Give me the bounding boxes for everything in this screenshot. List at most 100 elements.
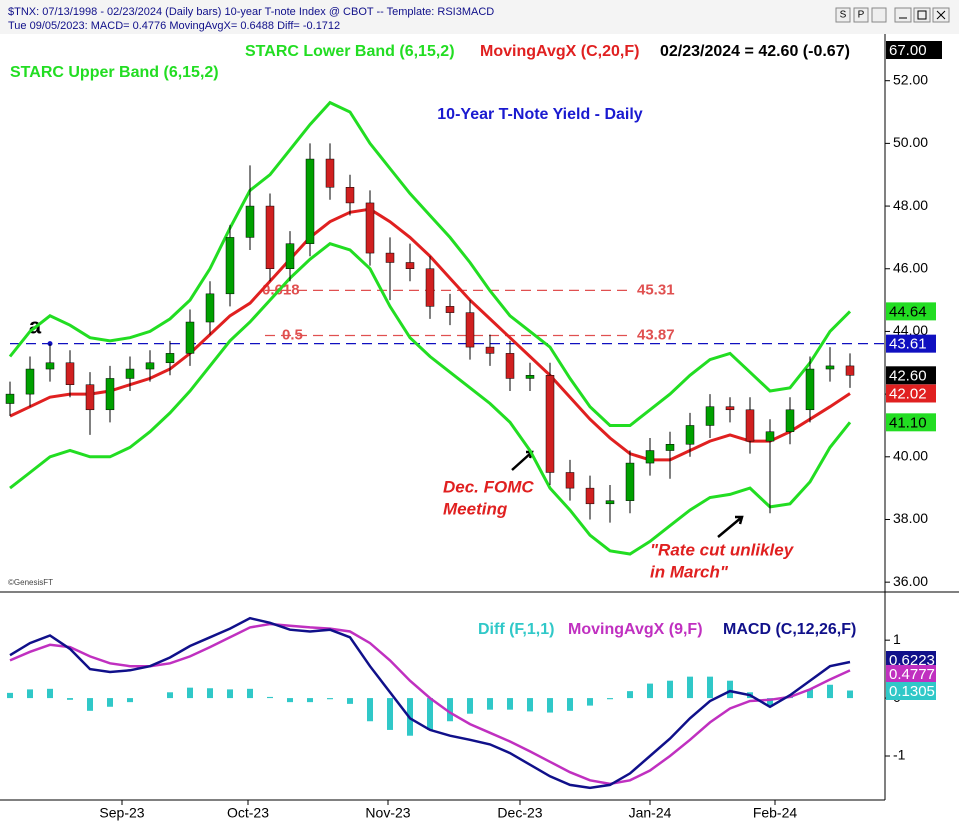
button-label: S: [840, 10, 847, 21]
candle-body: [425, 268, 435, 307]
candle-body: [165, 353, 175, 364]
candle-body: [405, 262, 415, 269]
chart-title: 10-Year T-Note Yield - Daily: [437, 106, 643, 123]
legend-entry: STARC Lower Band (6,15,2): [245, 43, 455, 60]
histogram-bar: [327, 698, 333, 700]
header-line: $TNX: 07/13/1998 - 02/23/2024 (Daily bar…: [8, 6, 494, 18]
series-line: [9, 242, 852, 556]
value-box: [886, 682, 936, 700]
histogram-bar: [387, 698, 393, 730]
x-tick-label: Feb-24: [753, 805, 798, 821]
reference-label: 0.5: [282, 326, 303, 343]
value-box-label: 44.64: [889, 303, 927, 320]
candle-body: [445, 306, 455, 313]
histogram-bar: [167, 692, 173, 699]
candle-body: [585, 487, 595, 505]
arrow: [717, 515, 744, 538]
candle-body: [105, 378, 115, 411]
y-tick-label: 52.00: [893, 71, 928, 87]
candle-body: [245, 205, 255, 238]
annotation: in March": [650, 562, 729, 581]
y-tick-label: 50.00: [893, 134, 928, 150]
legend-entry: MovingAvgX (C,20,F): [480, 43, 639, 60]
value-box-label: 41.10: [889, 414, 927, 431]
candle-body: [845, 365, 855, 376]
histogram-bar: [107, 698, 113, 707]
histogram-bar: [267, 696, 273, 699]
header-line: Tue 09/05/2023: MACD= 0.4776 MovingAvgX=…: [8, 20, 340, 32]
candle-body: [685, 425, 695, 445]
x-tick-label: Sep-23: [99, 805, 144, 821]
value-box: [886, 302, 936, 321]
legend-entry: MACD (C,12,26,F): [723, 621, 856, 638]
y-tick-label: 40.00: [893, 448, 928, 464]
x-tick-label: Dec-23: [497, 805, 542, 821]
value-box: [886, 413, 936, 432]
histogram-bar: [527, 698, 533, 712]
legend-entry: Diff (F,1,1): [478, 621, 554, 638]
histogram-bar: [847, 690, 853, 699]
icon: [917, 10, 927, 20]
button-maximize[interactable]: [913, 7, 931, 23]
candle-body: [825, 365, 835, 370]
histogram-bar: [627, 691, 633, 699]
candle-body: [25, 368, 35, 395]
histogram-bar: [487, 698, 493, 710]
candle-body: [385, 252, 395, 263]
legend-entry: STARC Upper Band (6,15,2): [10, 64, 219, 81]
candle-body: [85, 384, 95, 411]
histogram-bar: [447, 698, 453, 722]
histogram-bar: [307, 698, 313, 703]
histogram-bar: [807, 689, 813, 699]
legend-entry: MovingAvgX (9,F): [568, 621, 703, 638]
candle-body: [505, 353, 515, 379]
button-edit[interactable]: [871, 7, 887, 23]
candle-body: [225, 237, 235, 295]
candle-body: [605, 500, 615, 505]
histogram-bar: [587, 698, 593, 706]
y-tick-label: -1: [893, 747, 906, 763]
button-minimize[interactable]: [894, 7, 912, 23]
candle-body: [725, 406, 735, 411]
value-box-label: 42.60: [889, 367, 927, 384]
histogram-bar: [547, 698, 553, 713]
histogram-bar: [287, 698, 293, 703]
candle-body: [645, 450, 655, 464]
value-box-label: 67.00: [889, 42, 927, 59]
histogram-bar: [247, 688, 253, 699]
histogram-bar: [227, 689, 233, 699]
value-box-label: 0.1305: [889, 683, 935, 700]
candle-body: [325, 158, 335, 188]
annotation: "Rate cut unlikley: [650, 540, 795, 559]
value-box-label: 43.61: [889, 336, 927, 353]
y-tick-label: 1: [893, 631, 901, 647]
histogram-bar: [667, 680, 673, 699]
histogram-bar: [767, 698, 773, 706]
button-p[interactable]: [853, 7, 869, 23]
candle-body: [665, 444, 675, 451]
icon: [936, 10, 946, 20]
histogram-bar: [427, 698, 433, 730]
candle-body: [5, 393, 15, 404]
candle-body: [125, 368, 135, 379]
legend-price: 02/23/2024 = 42.60 (-0.67): [660, 43, 850, 60]
copyright: ©GenesisFT: [8, 578, 53, 587]
histogram-bar: [207, 688, 213, 699]
histogram-bar: [127, 698, 133, 703]
button-label: P: [858, 10, 865, 21]
candle-body: [305, 158, 315, 244]
value-box: [886, 334, 936, 353]
series-line: [9, 616, 851, 790]
candle-body: [145, 362, 155, 370]
candle-body: [65, 362, 75, 385]
candle-body: [805, 368, 815, 411]
y-tick-label: 44.00: [893, 322, 928, 338]
candle-body: [265, 205, 275, 269]
histogram-bar: [507, 698, 513, 710]
histogram-bar: [7, 692, 13, 699]
button-s[interactable]: [835, 7, 851, 23]
y-tick-label: 36.00: [893, 573, 928, 589]
x-tick-label: Nov-23: [365, 805, 410, 821]
point-marker: [47, 341, 53, 347]
window-buttons: S P: [835, 7, 950, 23]
